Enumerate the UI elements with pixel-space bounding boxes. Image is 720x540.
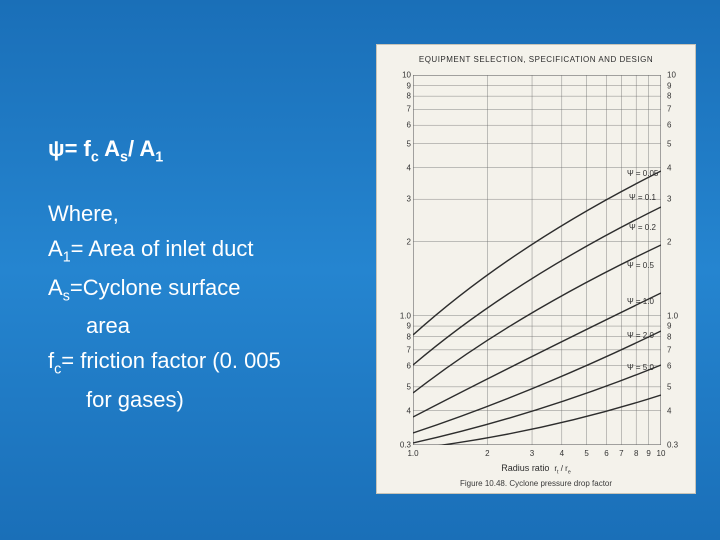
figure-caption: Figure 10.48. Cyclone pressure drop fact…: [377, 479, 695, 488]
x-axis: 1.02345678910: [413, 449, 661, 461]
chart-header: EQUIPMENT SELECTION, SPECIFICATION AND D…: [377, 45, 695, 68]
as-def-cont: area: [48, 309, 368, 342]
definitions: Where, A1= Area of inlet duct As=Cyclone…: [48, 197, 368, 416]
y-tick: 6: [407, 361, 411, 370]
fc-def-cont: for gases): [48, 383, 368, 416]
where-label: Where,: [48, 197, 368, 230]
y-tick: 8: [407, 92, 411, 101]
y-tick: 0.3: [667, 441, 678, 450]
y-tick: 1.0: [400, 311, 411, 320]
psi-curve-label: Ψ = 0.5: [627, 261, 654, 270]
x-tick: 7: [619, 449, 623, 458]
psi-curve-label: Ψ = 0.2: [629, 223, 656, 232]
y-tick: 4: [667, 163, 671, 172]
y-tick: 4: [667, 406, 671, 415]
fc-def: fc= friction factor (0. 005: [48, 344, 368, 381]
y-tick: 5: [667, 139, 671, 148]
y-tick: 8: [407, 332, 411, 341]
y-tick: 9: [667, 322, 671, 331]
y-tick: 3: [407, 195, 411, 204]
x-tick: 4: [560, 449, 564, 458]
y-tick: 3: [667, 195, 671, 204]
x-tick: 2: [485, 449, 489, 458]
y-tick: 4: [407, 163, 411, 172]
y-axis-left: 10987654321.09876540.3: [391, 75, 411, 445]
x-tick: 6: [604, 449, 608, 458]
y-tick: 5: [407, 382, 411, 391]
y-tick: 2: [407, 237, 411, 246]
x-tick: 1.0: [407, 449, 418, 458]
y-axis-right: 10987654321.09876540.3: [667, 75, 687, 445]
y-tick: 7: [407, 105, 411, 114]
y-tick: 4: [407, 406, 411, 415]
psi-curve-label: Ψ = 5.0: [627, 363, 654, 372]
y-tick: 8: [667, 332, 671, 341]
definition-block: ψ= fc As/ A1 Where, A1= Area of inlet du…: [48, 132, 368, 416]
y-tick: 8: [667, 92, 671, 101]
y-tick: 10: [667, 71, 676, 80]
x-tick: 5: [584, 449, 588, 458]
y-tick: 9: [407, 322, 411, 331]
y-tick: 7: [667, 345, 671, 354]
y-tick: 10: [402, 71, 411, 80]
y-tick: 5: [667, 382, 671, 391]
x-tick: 8: [634, 449, 638, 458]
equation: ψ= fc As/ A1: [48, 132, 368, 169]
psi-curve-label: Ψ = 0.1: [629, 193, 656, 202]
y-tick: 9: [667, 81, 671, 90]
y-tick: 1.0: [667, 311, 678, 320]
x-tick: 10: [657, 449, 666, 458]
x-axis-label: Radius ratio rt / re: [377, 463, 695, 476]
y-tick: 6: [667, 121, 671, 130]
y-tick: 9: [407, 81, 411, 90]
y-tick: 7: [667, 105, 671, 114]
y-tick: 6: [407, 121, 411, 130]
y-tick: 6: [667, 361, 671, 370]
y-tick: 5: [407, 139, 411, 148]
x-tick: 3: [530, 449, 534, 458]
x-tick: 9: [646, 449, 650, 458]
chart-plot: [413, 75, 661, 445]
y-tick: 7: [407, 345, 411, 354]
psi-curve-label: Ψ = 1.0: [627, 297, 654, 306]
psi-curve-label: Ψ = 2.0: [627, 331, 654, 340]
chart-figure: EQUIPMENT SELECTION, SPECIFICATION AND D…: [376, 44, 696, 494]
as-def: As=Cyclone surface: [48, 271, 368, 308]
a1-def: A1= Area of inlet duct: [48, 232, 368, 269]
psi-curve-label: Ψ = 0.05: [627, 169, 658, 178]
y-tick: 2: [667, 237, 671, 246]
chart-svg: [413, 75, 661, 445]
